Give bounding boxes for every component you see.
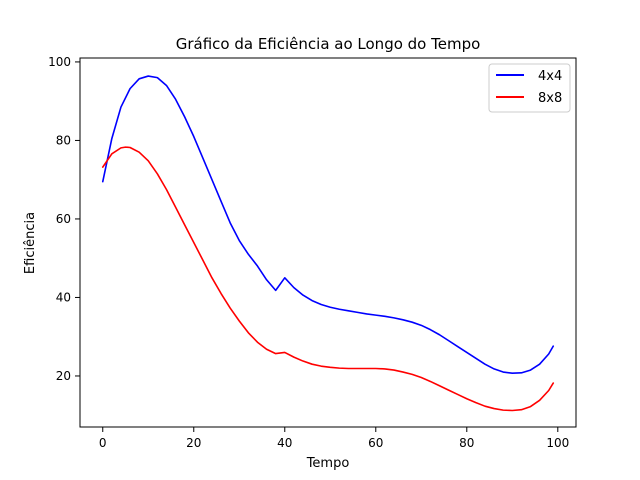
x-tick-label: 0 [99, 436, 107, 450]
x-tick-label: 20 [186, 436, 201, 450]
chart-title: Gráfico da Eficiência ao Longo do Tempo [176, 35, 481, 53]
series-lines [101, 75, 555, 412]
axis-ticks: 0 20 40 60 80 100 20 40 60 80 100 [48, 55, 569, 450]
y-tick-label: 20 [56, 369, 71, 383]
plot-frame [79, 57, 577, 428]
y-tick-label: 80 [56, 133, 71, 147]
y-tick-label: 40 [56, 290, 71, 304]
legend-label-8x8: 8x8 [538, 91, 562, 106]
y-tick-label: 60 [56, 212, 71, 226]
x-tick-label: 100 [546, 436, 569, 450]
chart-legend: 4x4 8x8 [488, 63, 571, 113]
x-tick-label: 60 [368, 436, 383, 450]
y-tick-label: 100 [48, 55, 71, 69]
y-axis-label: Eficiência [23, 212, 38, 274]
x-tick-label: 40 [277, 436, 292, 450]
series-line-8x8 [101, 146, 555, 412]
x-axis-label: Tempo [306, 456, 350, 471]
x-tick-label: 80 [459, 436, 474, 450]
legend-label-4x4: 4x4 [538, 69, 562, 84]
series-line-4x4 [101, 75, 555, 375]
plot-area: 0 20 40 60 80 100 20 40 60 80 100 [48, 55, 577, 450]
